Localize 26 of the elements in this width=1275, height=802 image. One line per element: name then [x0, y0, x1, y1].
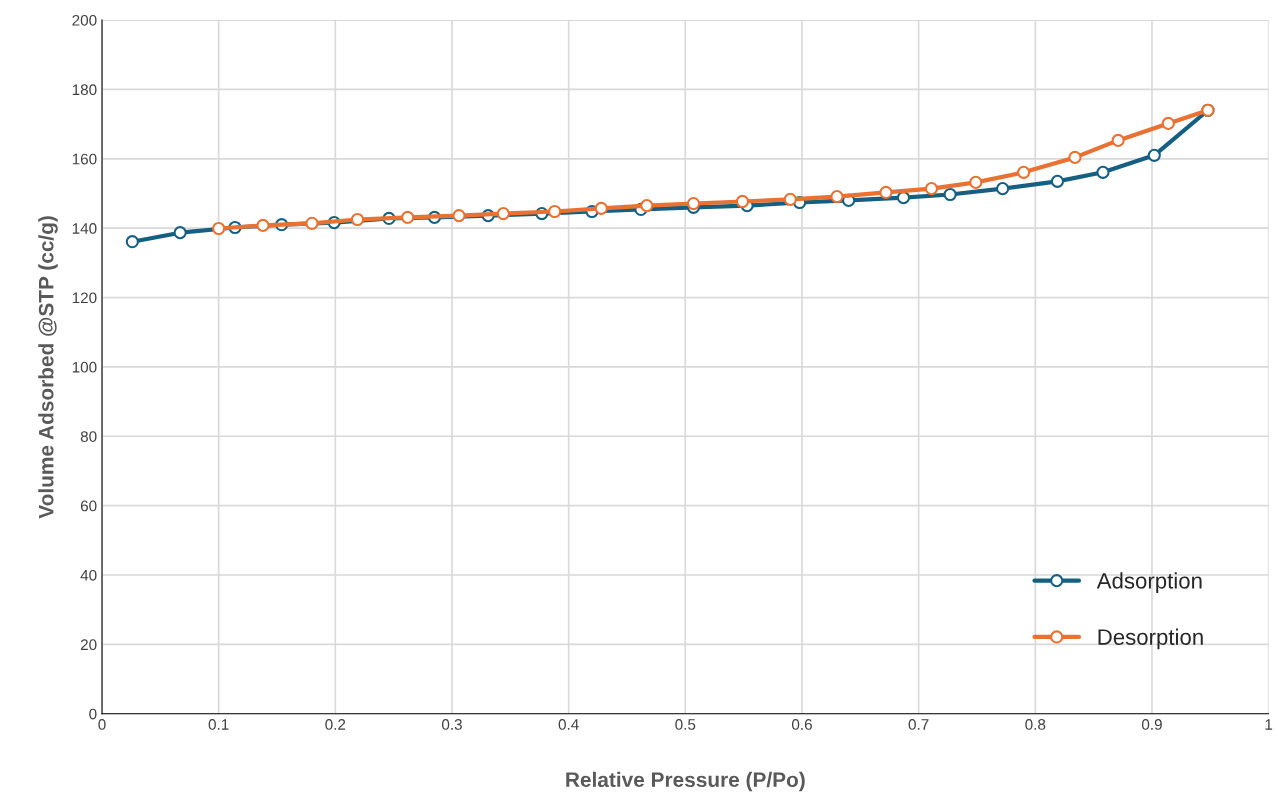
x-tick-label: 1 [1265, 719, 1273, 730]
y-tick-label: 0 [89, 708, 97, 720]
y-tick-label: 120 [72, 292, 97, 304]
x-tick-label: 0.4 [558, 719, 579, 730]
y-tick-label: 200 [72, 14, 97, 26]
y-tick-label: 160 [72, 153, 97, 165]
x-tick-label: 0.7 [908, 719, 929, 730]
y-axis-title: Volume Adsorbed @STP (cc/g) [38, 216, 58, 519]
y-tick-label: 20 [80, 639, 97, 651]
y-tick-label: 40 [80, 569, 97, 581]
y-tick-label: 180 [72, 84, 97, 96]
legend-label: Adsorption [1096, 572, 1202, 594]
x-axis-title: Relative Pressure (P/Po) [566, 771, 805, 792]
x-tick-label: 0.2 [325, 719, 346, 730]
legend-label: Desorption [1098, 628, 1203, 650]
x-tick-label: 0.3 [441, 719, 462, 730]
x-tick-label: 0 [98, 719, 106, 730]
y-tick-label: 140 [72, 223, 97, 234]
y-tick-label: 60 [80, 500, 97, 512]
y-tick-label: 100 [72, 361, 97, 373]
x-tick-label: 0.9 [1141, 719, 1162, 730]
x-tick-label: 0.6 [791, 719, 812, 730]
x-tick-label: 0.8 [1025, 719, 1046, 730]
x-tick-label: 0.5 [675, 719, 696, 730]
y-tick-label: 80 [80, 431, 97, 442]
x-tick-label: 0.1 [208, 719, 229, 730]
